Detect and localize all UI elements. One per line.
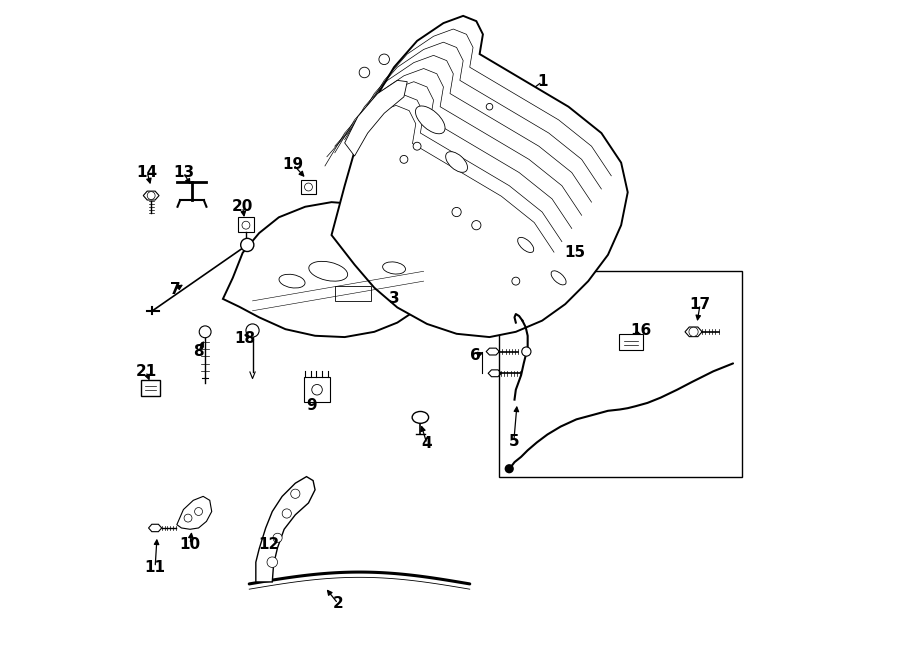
Polygon shape: [345, 81, 407, 156]
Text: 6: 6: [470, 348, 481, 363]
Text: 19: 19: [283, 157, 304, 172]
Polygon shape: [143, 191, 159, 200]
Circle shape: [505, 464, 514, 473]
Circle shape: [246, 324, 259, 337]
Bar: [140, 380, 160, 397]
Ellipse shape: [446, 151, 467, 173]
Circle shape: [242, 221, 250, 229]
Circle shape: [194, 508, 202, 516]
Circle shape: [291, 489, 300, 498]
Bar: [619, 334, 643, 350]
Bar: [238, 217, 254, 232]
Text: 21: 21: [135, 364, 157, 379]
Ellipse shape: [551, 271, 566, 285]
Circle shape: [267, 557, 277, 567]
Text: 12: 12: [258, 537, 280, 552]
Text: 18: 18: [234, 331, 256, 346]
Circle shape: [283, 509, 292, 518]
Circle shape: [522, 347, 531, 356]
Circle shape: [148, 192, 155, 200]
Circle shape: [199, 326, 212, 338]
Polygon shape: [176, 496, 212, 529]
Polygon shape: [335, 286, 371, 301]
Circle shape: [273, 533, 283, 543]
Text: 3: 3: [389, 292, 400, 307]
Text: 15: 15: [564, 245, 586, 260]
Text: 4: 4: [421, 436, 432, 451]
Text: 2: 2: [333, 596, 344, 611]
Ellipse shape: [412, 411, 428, 423]
Text: 5: 5: [508, 434, 519, 449]
Ellipse shape: [518, 237, 534, 253]
Circle shape: [413, 142, 421, 150]
Ellipse shape: [309, 261, 347, 281]
Circle shape: [486, 103, 493, 110]
Text: 8: 8: [194, 344, 204, 359]
Text: 10: 10: [179, 537, 201, 552]
Circle shape: [512, 277, 520, 285]
Bar: [304, 377, 330, 402]
Text: 9: 9: [307, 398, 317, 413]
Bar: [500, 271, 742, 477]
Text: 17: 17: [689, 297, 711, 312]
Polygon shape: [331, 16, 627, 337]
Circle shape: [379, 54, 390, 65]
Polygon shape: [148, 524, 162, 531]
Circle shape: [184, 514, 192, 522]
Circle shape: [359, 67, 370, 78]
Circle shape: [240, 239, 254, 252]
Bar: [301, 180, 317, 194]
Ellipse shape: [416, 106, 446, 134]
Circle shape: [400, 155, 408, 163]
Text: 14: 14: [137, 165, 157, 180]
Polygon shape: [223, 202, 436, 337]
Polygon shape: [685, 327, 702, 336]
Text: 11: 11: [145, 560, 166, 575]
Circle shape: [472, 221, 481, 230]
Text: 7: 7: [169, 282, 180, 297]
Text: 1: 1: [537, 74, 547, 89]
Ellipse shape: [279, 274, 305, 288]
Text: 20: 20: [232, 199, 253, 214]
Circle shape: [688, 327, 698, 336]
Ellipse shape: [382, 262, 406, 274]
Circle shape: [311, 385, 322, 395]
Text: 16: 16: [630, 323, 652, 338]
Circle shape: [304, 183, 312, 191]
Text: 13: 13: [173, 165, 194, 180]
Polygon shape: [256, 477, 315, 582]
Circle shape: [452, 208, 461, 217]
